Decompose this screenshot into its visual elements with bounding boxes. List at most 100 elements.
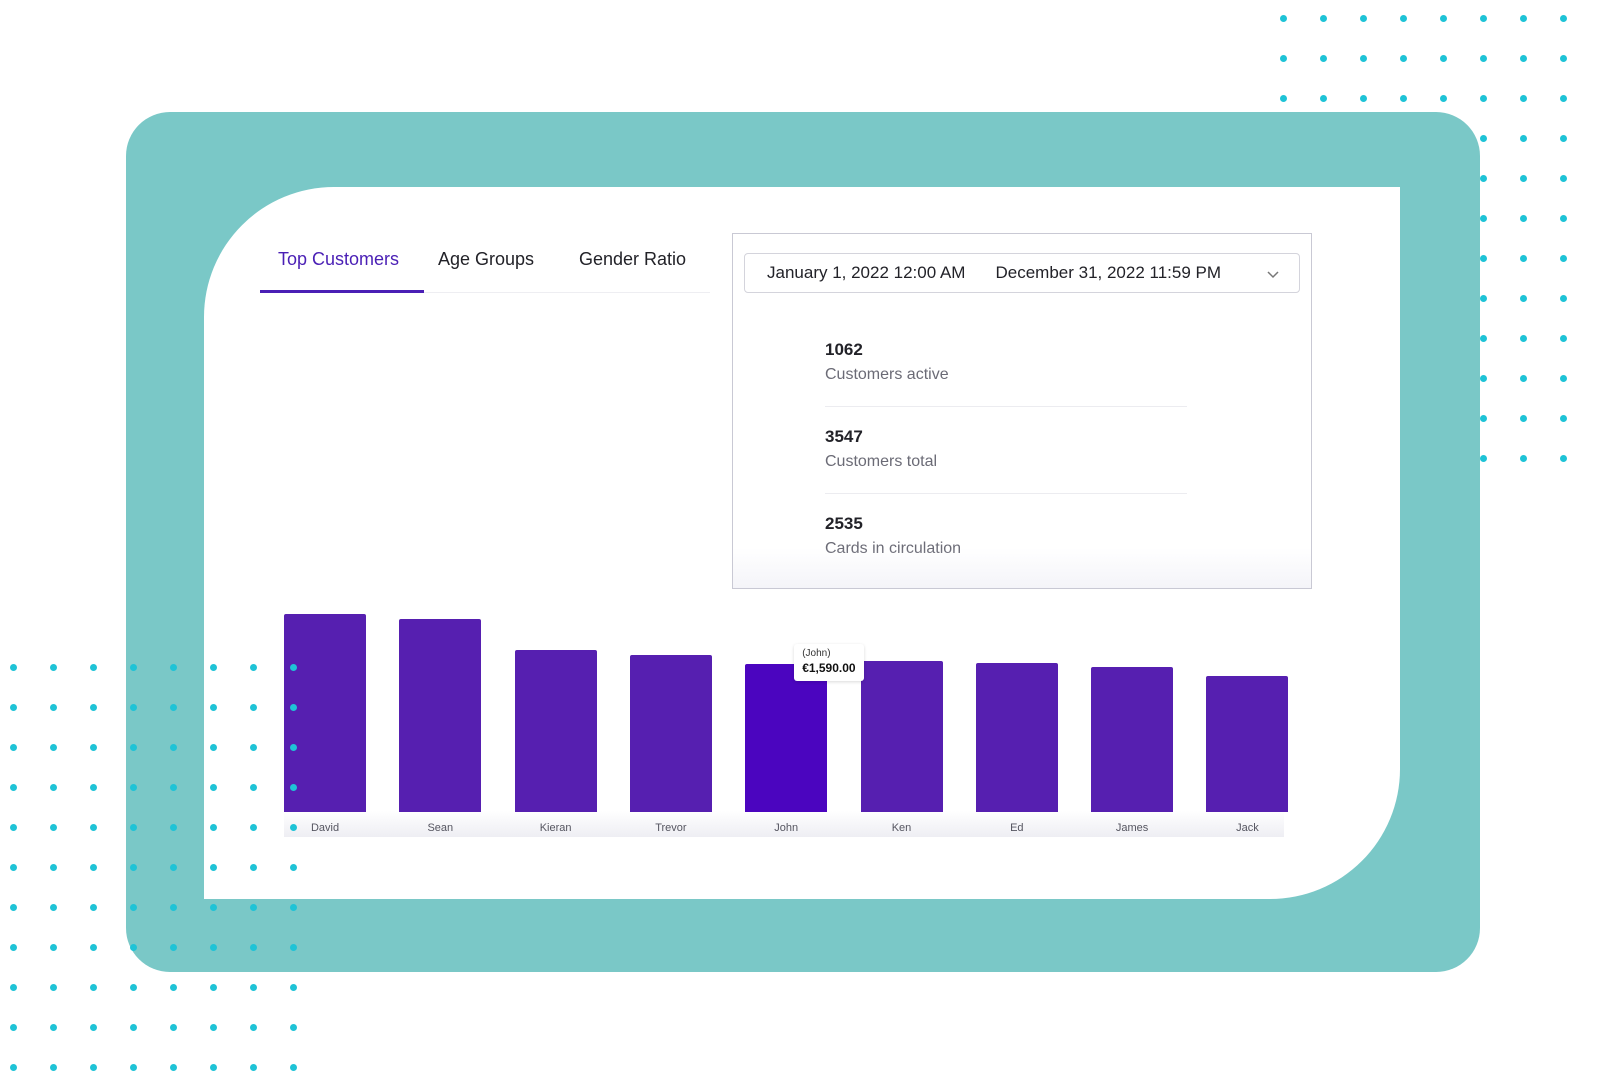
chart-x-tick-label: Ed (1010, 822, 1024, 834)
stat-value: 1062 (825, 340, 863, 359)
chart-x-tick-label: David (310, 822, 340, 834)
decorative-dot (1560, 455, 1567, 462)
decorative-dot (1520, 15, 1527, 22)
chart-bar-david[interactable] (284, 614, 366, 812)
decorative-dot (10, 704, 17, 711)
decorative-dot (170, 1024, 177, 1031)
decorative-dot (10, 984, 17, 991)
decorative-dot (1520, 255, 1527, 262)
stats-panel: January 1, 2022 12:00 AM December 31, 20… (732, 233, 1312, 589)
stat-customers-total: 3547 Customers total (825, 427, 1185, 471)
decorative-dot (130, 1024, 137, 1031)
decorative-dot (1400, 15, 1407, 22)
decorative-dot (10, 744, 17, 751)
chart-x-tick-label: Jack (1236, 822, 1259, 834)
tab-bar: Top Customers Age Groups Gender Ratio (260, 187, 710, 293)
decorative-dot (1480, 175, 1487, 182)
chart-bar-ken[interactable] (860, 661, 943, 812)
decorative-dot (250, 1024, 257, 1031)
decorative-dot (1360, 55, 1367, 62)
decorative-dot (1520, 415, 1527, 422)
decorative-dot (1400, 55, 1407, 62)
chart-bar-ed[interactable] (975, 662, 1058, 812)
decorative-dot (1280, 95, 1287, 102)
decorative-dot (250, 984, 257, 991)
tab-top-customers[interactable]: Top Customers (278, 249, 400, 269)
date-range-start: January 1, 2022 12:00 AM (767, 263, 966, 282)
chart-x-tick-label: Trevor (655, 822, 687, 834)
decorative-dot (1560, 295, 1567, 302)
decorative-dot (50, 984, 57, 991)
decorative-dot (210, 984, 217, 991)
tooltip-customer-name: (John) (802, 647, 831, 659)
decorative-dot (1480, 255, 1487, 262)
decorative-dot (90, 1024, 97, 1031)
decorative-dot (1560, 15, 1567, 22)
decorative-dot (290, 984, 297, 991)
chart-x-tick-label: Sean (427, 822, 454, 834)
stat-customers-active: 1062 Customers active (825, 340, 1185, 384)
decorative-dot (130, 1064, 137, 1071)
chart-bar-john[interactable] (745, 663, 828, 812)
decorative-dot (10, 904, 17, 911)
decorative-dot (1480, 295, 1487, 302)
decorative-dot (50, 1064, 57, 1071)
decorative-dot (50, 904, 57, 911)
decorative-dot (1560, 55, 1567, 62)
active-tab-indicator (260, 290, 424, 293)
decorative-dot (90, 944, 97, 951)
decorative-dot (1360, 95, 1367, 102)
chart-x-tick-label: Kieran (539, 822, 572, 834)
stat-divider (825, 406, 1187, 407)
chart-bar-kieran[interactable] (514, 649, 597, 812)
decorative-dot (1520, 55, 1527, 62)
decorative-dot (90, 784, 97, 791)
bar-tooltip: (John) €1,590.00 (794, 643, 864, 681)
decorative-dot (1320, 15, 1327, 22)
decorative-dot (250, 1064, 257, 1071)
decorative-dot (10, 784, 17, 791)
decorative-dot (1320, 95, 1327, 102)
decorative-dot (10, 664, 17, 671)
decorative-dot (90, 664, 97, 671)
decorative-dot (1480, 335, 1487, 342)
decorative-dot (90, 904, 97, 911)
decorative-dot (1560, 375, 1567, 382)
decorative-dot (1480, 375, 1487, 382)
panel-fade (733, 548, 1311, 588)
decorative-dot (90, 984, 97, 991)
chart-bar-sean[interactable] (399, 619, 482, 812)
decorative-dot (1480, 415, 1487, 422)
decorative-dot (1560, 95, 1567, 102)
decorative-dot (1480, 455, 1487, 462)
decorative-dot (50, 744, 57, 751)
decorative-dot (1400, 95, 1407, 102)
decorative-dot (1520, 175, 1527, 182)
chevron-down-icon[interactable] (1265, 266, 1281, 282)
decorative-dot (1520, 135, 1527, 142)
decorative-dot (50, 944, 57, 951)
decorative-dot (10, 944, 17, 951)
decorative-dot (1520, 95, 1527, 102)
stat-divider (825, 493, 1187, 494)
tab-gender-ratio[interactable]: Gender Ratio (579, 249, 687, 269)
chart-baseline-shadow (284, 811, 1284, 837)
chart-bar-jack[interactable] (1206, 675, 1289, 812)
decorative-dot (90, 824, 97, 831)
decorative-dot (1560, 335, 1567, 342)
stat-value: 3547 (825, 427, 863, 446)
decorative-dot (1560, 415, 1567, 422)
dashboard-card: Top Customers Age Groups Gender Ratio Ja… (204, 187, 1400, 899)
decorative-dot (1520, 215, 1527, 222)
stat-label: Customers total (825, 453, 938, 470)
tab-age-groups[interactable]: Age Groups (438, 249, 535, 269)
decorative-dot (1560, 215, 1567, 222)
date-range-select[interactable]: January 1, 2022 12:00 AM December 31, 20… (744, 253, 1300, 293)
chart-bar-james[interactable] (1091, 666, 1174, 812)
decorative-dot (1520, 455, 1527, 462)
decorative-dot (1440, 15, 1447, 22)
decorative-dot (1360, 15, 1367, 22)
chart-bar-trevor[interactable] (629, 654, 712, 812)
decorative-dot (210, 1024, 217, 1031)
decorative-dot (1560, 175, 1567, 182)
